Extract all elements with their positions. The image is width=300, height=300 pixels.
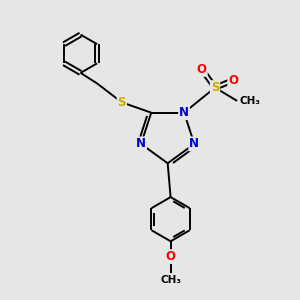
Text: N: N: [136, 137, 146, 150]
Text: CH₃: CH₃: [239, 96, 260, 106]
Text: S: S: [118, 96, 126, 109]
Text: O: O: [197, 63, 207, 76]
Text: O: O: [228, 74, 238, 87]
Text: CH₃: CH₃: [160, 275, 181, 285]
Text: N: N: [189, 137, 199, 150]
Text: N: N: [179, 106, 189, 119]
Text: O: O: [166, 250, 176, 263]
Text: S: S: [211, 81, 219, 94]
